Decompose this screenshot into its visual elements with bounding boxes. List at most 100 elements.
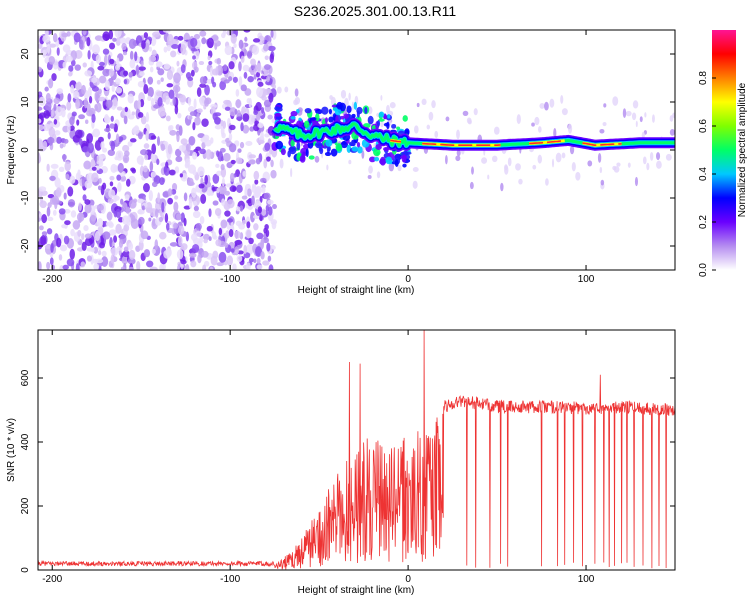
turbulent-blob — [404, 151, 412, 155]
noise-blob — [80, 261, 86, 268]
noise-blob — [124, 150, 130, 157]
faint-blob — [516, 114, 521, 125]
noise-blob — [223, 99, 231, 105]
noise-blob — [113, 123, 118, 133]
snr-series-line — [38, 330, 675, 570]
noise-blob — [222, 30, 227, 37]
noise-blob — [166, 44, 171, 52]
noise-blob — [113, 235, 118, 243]
noise-blob — [78, 114, 85, 120]
faint-blob — [599, 128, 605, 134]
noise-blob — [253, 170, 260, 181]
turbulent-blob — [340, 141, 348, 149]
faint-blob — [361, 149, 365, 159]
x-tick-label: 0 — [405, 274, 411, 285]
turbulent-blob — [373, 156, 380, 162]
noise-blob — [84, 70, 93, 77]
noise-blob — [88, 96, 93, 104]
noise-blob — [171, 43, 179, 50]
noise-blob — [54, 130, 61, 136]
noise-blob — [213, 116, 221, 125]
noise-blob — [228, 229, 234, 238]
noise-blob — [248, 154, 257, 159]
noise-blob — [71, 111, 77, 117]
faint-blob — [380, 121, 384, 128]
turbulent-blob — [351, 113, 356, 118]
noise-blob — [98, 96, 106, 102]
noise-blob — [128, 249, 136, 260]
noise-blob — [264, 133, 270, 138]
faint-blob — [412, 180, 418, 189]
faint-blob — [571, 161, 576, 172]
noise-blob — [255, 157, 261, 165]
noise-blob — [48, 43, 57, 48]
noise-blob — [183, 217, 187, 227]
noise-blob — [47, 202, 52, 208]
noise-blob — [220, 163, 225, 171]
noise-blob — [218, 227, 223, 236]
turbulent-blob — [324, 151, 332, 157]
noise-blob — [185, 264, 190, 270]
x-tick-label: -100 — [220, 274, 240, 285]
noise-blob — [174, 86, 179, 98]
noise-blob — [81, 175, 85, 187]
x-tick-label: 100 — [578, 274, 595, 285]
noise-blob — [252, 38, 261, 43]
noise-blob — [127, 114, 135, 120]
noise-blob — [214, 124, 222, 130]
noise-blob — [264, 142, 271, 151]
noise-blob — [257, 122, 264, 128]
noise-blob — [112, 97, 118, 107]
faint-blob — [487, 174, 490, 180]
snr-x-ticks: -200 -100 0 100 — [42, 330, 595, 585]
faint-blob — [634, 176, 639, 187]
noise-blob — [67, 186, 74, 197]
noise-blob — [263, 192, 271, 200]
noise-blob — [98, 61, 105, 66]
noise-blob — [138, 66, 146, 71]
noise-blob — [229, 107, 237, 117]
noise-blob — [87, 87, 92, 98]
noise-blob — [176, 131, 180, 143]
noise-blob — [109, 42, 116, 50]
noise-blob — [60, 107, 66, 118]
noise-blob — [118, 239, 124, 248]
noise-blob — [211, 231, 217, 240]
noise-blob — [196, 87, 202, 97]
noise-blob — [260, 177, 267, 183]
noise-blob — [145, 260, 154, 268]
noise-blob — [254, 187, 261, 197]
noise-blob — [42, 35, 51, 43]
noise-blob — [265, 204, 270, 212]
noise-blob — [267, 114, 273, 120]
noise-blob — [149, 66, 154, 73]
noise-blob — [149, 161, 154, 172]
noise-blob — [263, 44, 269, 52]
noise-blob — [136, 155, 144, 165]
noise-blob — [266, 242, 271, 252]
noise-blob — [235, 98, 242, 109]
noise-blob — [191, 187, 197, 198]
noise-blob — [150, 35, 157, 47]
faint-blob — [646, 162, 650, 171]
faint-blob — [428, 111, 434, 121]
faint-blob — [380, 94, 383, 101]
noise-blob — [56, 237, 62, 248]
noise-blob — [261, 208, 267, 217]
noise-blob — [187, 106, 195, 113]
noise-blob — [209, 67, 214, 77]
noise-blob — [201, 118, 209, 127]
y-tick-label: 20 — [20, 48, 31, 60]
noise-blob — [128, 242, 134, 251]
turbulent-blob — [328, 108, 333, 115]
noise-blob — [51, 73, 57, 82]
noise-blob — [86, 36, 91, 47]
noise-blob — [115, 86, 123, 94]
noise-blob — [148, 217, 152, 222]
noise-blob — [232, 186, 236, 192]
noise-blob — [114, 156, 119, 161]
noise-blob — [173, 72, 181, 84]
noise-blob — [246, 188, 252, 197]
faint-blob — [466, 117, 472, 124]
noise-blob — [129, 138, 137, 143]
